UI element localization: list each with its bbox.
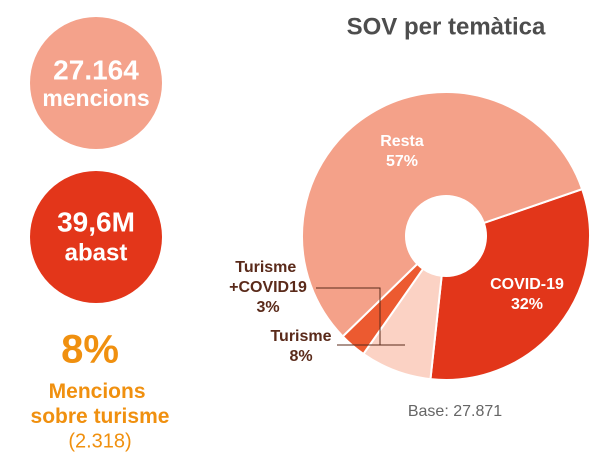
mentions-label: mencions <box>42 85 149 111</box>
base-note: Base: 27.871 <box>408 403 502 420</box>
text-line: Mencions <box>49 380 152 403</box>
donut-slice <box>301 91 584 338</box>
chart-title: SOV per temàtica <box>347 13 546 40</box>
reach-value: 39,6M <box>57 206 135 237</box>
tourism-value: 8% <box>61 328 119 372</box>
leader-line <box>316 287 381 345</box>
slice-value: 8% <box>289 348 312 365</box>
slice-value: 3% <box>256 299 279 316</box>
text-line: +COVID19 <box>229 279 307 296</box>
slice-label: COVID-19 <box>490 276 564 293</box>
slice-value: 32% <box>511 296 543 313</box>
mentions-badge <box>30 17 162 149</box>
slice-label: Turisme <box>270 328 331 345</box>
tourism-count: (2.318) <box>68 430 131 452</box>
text-line: sobre turisme <box>31 405 170 428</box>
text-line: Turisme <box>235 259 301 276</box>
donut-slice <box>429 187 591 381</box>
slice-label: Resta <box>380 133 424 150</box>
mentions-value: 27.164 <box>53 54 139 85</box>
reach-badge <box>30 171 162 303</box>
slice-label: Turisme +COVID19 <box>229 259 307 296</box>
slice-value: 57% <box>386 153 418 170</box>
tourism-label: Mencions sobre turisme <box>31 380 170 428</box>
reach-label: abast <box>65 239 128 266</box>
